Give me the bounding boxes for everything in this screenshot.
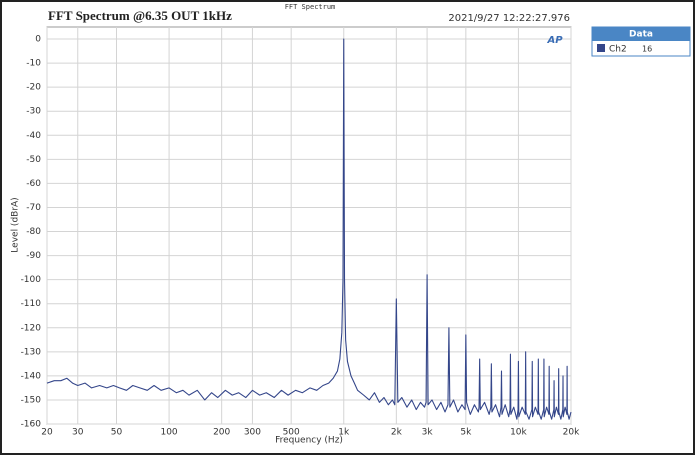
series-line [46,38,572,420]
plot-area [46,26,572,425]
y-tick-label: -110 [21,299,42,309]
y-tick-label: -30 [26,107,41,117]
y-tick-label: -10 [26,59,41,69]
y-tick-label: -90 [26,251,41,261]
y-tick-label: -80 [26,227,41,237]
x-tick-label: 20 [41,428,53,438]
x-axis-label: Frequency (Hz) [275,436,343,446]
y-tick-label: -100 [21,275,42,285]
header: FFT Spectrum [285,3,336,11]
x-tick-label: 1k [338,428,350,438]
legend-note: 16 [642,45,652,54]
y-axis-label: Level (dBrA) [11,197,21,252]
x-tick-label: 50 [111,428,123,438]
legend-header [592,27,690,41]
y-tick-label: -70 [26,203,41,213]
x-tick-label: 500 [283,428,300,438]
y-tick-label: -150 [21,395,42,405]
y-tick-label: -160 [21,420,42,430]
y-tick-label: -40 [26,131,41,141]
y-tick-label: -60 [26,179,41,189]
x-tick-label: 300 [244,428,261,438]
x-tick-label: 10k [510,428,527,438]
logo: AP [546,35,563,46]
y-tick-label: -20 [26,83,41,93]
y-tick-label: -50 [26,155,41,165]
legend-swatch [597,44,605,52]
x-tick-label: 3k [422,428,434,438]
y-tick-label: -120 [21,323,42,333]
timestamp: 2021/9/27 12:22:27.976 [448,13,570,24]
x-tick-label: 200 [213,428,230,438]
x-tick-label: 30 [72,428,84,438]
chart-title: FFT Spectrum @6.35 OUT 1kHz [48,8,232,23]
y-tick-label: -130 [21,347,42,357]
legend-label: Ch2 [609,45,627,55]
x-tick-label: 5k [460,428,472,438]
x-tick-label: 100 [160,428,177,438]
x-tick-label: 2k [391,428,403,438]
x-tick-label: 20k [563,428,580,438]
y-tick-label: 0 [35,35,41,45]
y-tick-label: -140 [21,371,42,381]
legend-title: Data [629,30,653,40]
